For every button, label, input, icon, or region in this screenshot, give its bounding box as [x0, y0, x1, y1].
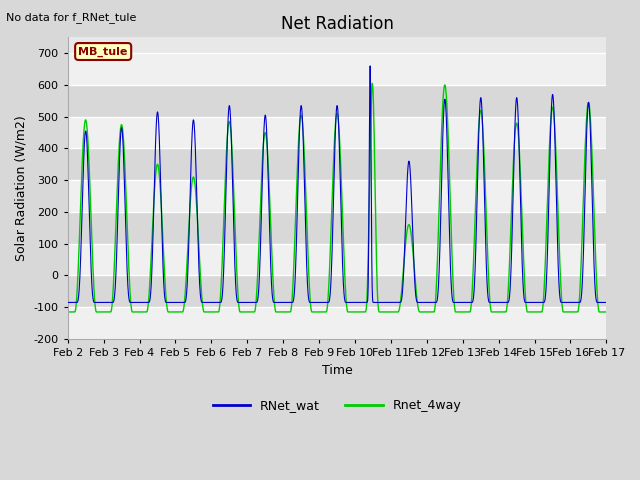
Bar [68, 276, 606, 307]
Bar [68, 85, 606, 117]
Legend: RNet_wat, Rnet_4way: RNet_wat, Rnet_4way [208, 394, 467, 417]
Bar [68, 307, 606, 339]
Bar [68, 53, 606, 85]
Text: No data for f_RNet_tule: No data for f_RNet_tule [6, 12, 137, 23]
X-axis label: Time: Time [322, 363, 353, 376]
Bar [68, 148, 606, 180]
Bar [68, 212, 606, 244]
Bar [68, 117, 606, 148]
Bar [68, 180, 606, 212]
Bar [68, 244, 606, 276]
Title: Net Radiation: Net Radiation [280, 15, 394, 33]
Y-axis label: Solar Radiation (W/m2): Solar Radiation (W/m2) [15, 115, 28, 261]
Text: MB_tule: MB_tule [79, 47, 128, 57]
